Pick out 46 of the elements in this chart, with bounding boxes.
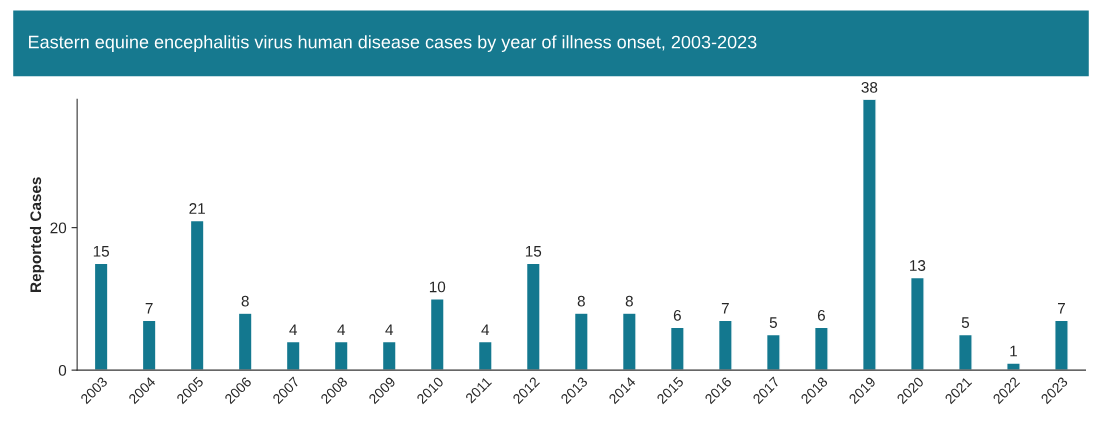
data-label: 7 <box>721 303 729 314</box>
data-label: 5 <box>769 317 777 328</box>
data-label: 6 <box>817 309 825 321</box>
data-label: 1 <box>1010 345 1017 357</box>
bar <box>477 340 493 371</box>
chart-title: Eastern equine encephalitis virus human disease cases by year of illness onset, 2003-2023 <box>29 35 757 52</box>
bar <box>333 340 349 371</box>
data-label: 4 <box>289 324 298 335</box>
bar <box>813 326 829 371</box>
data-label: 7 <box>145 303 153 314</box>
data-label: 8 <box>577 295 585 307</box>
data-label: 15 <box>525 246 542 257</box>
bar <box>189 219 205 371</box>
data-label: 5 <box>961 317 970 328</box>
data-label: 21 <box>189 203 205 214</box>
y-axis-title: Reported Cases <box>29 177 45 292</box>
bar <box>621 312 637 371</box>
data-label: 38 <box>861 82 878 93</box>
data-label: 10 <box>429 281 446 293</box>
data-label: 6 <box>673 309 681 321</box>
bar <box>861 99 877 371</box>
data-label: 4 <box>481 324 490 335</box>
bar <box>909 276 925 371</box>
bar <box>141 319 157 371</box>
bar <box>1054 319 1069 371</box>
bar <box>958 333 973 371</box>
bar <box>237 312 253 371</box>
data-label: 15 <box>93 246 109 257</box>
data-label: 8 <box>241 295 249 307</box>
bar <box>93 262 109 371</box>
y-tick-label: 20 <box>50 222 67 234</box>
bar <box>1006 362 1021 371</box>
bar <box>381 340 397 371</box>
bar <box>717 319 733 371</box>
data-label: 4 <box>337 324 346 335</box>
bar <box>285 340 301 371</box>
data-label: 13 <box>910 260 926 271</box>
data-label: 8 <box>625 295 633 307</box>
data-label: 7 <box>1058 303 1065 314</box>
bar <box>765 333 781 371</box>
data-label: 4 <box>385 324 394 335</box>
bar <box>525 262 541 371</box>
y-tick-label: 0 <box>58 364 67 376</box>
bar <box>669 326 685 371</box>
bar <box>429 298 445 371</box>
bar <box>573 312 589 371</box>
